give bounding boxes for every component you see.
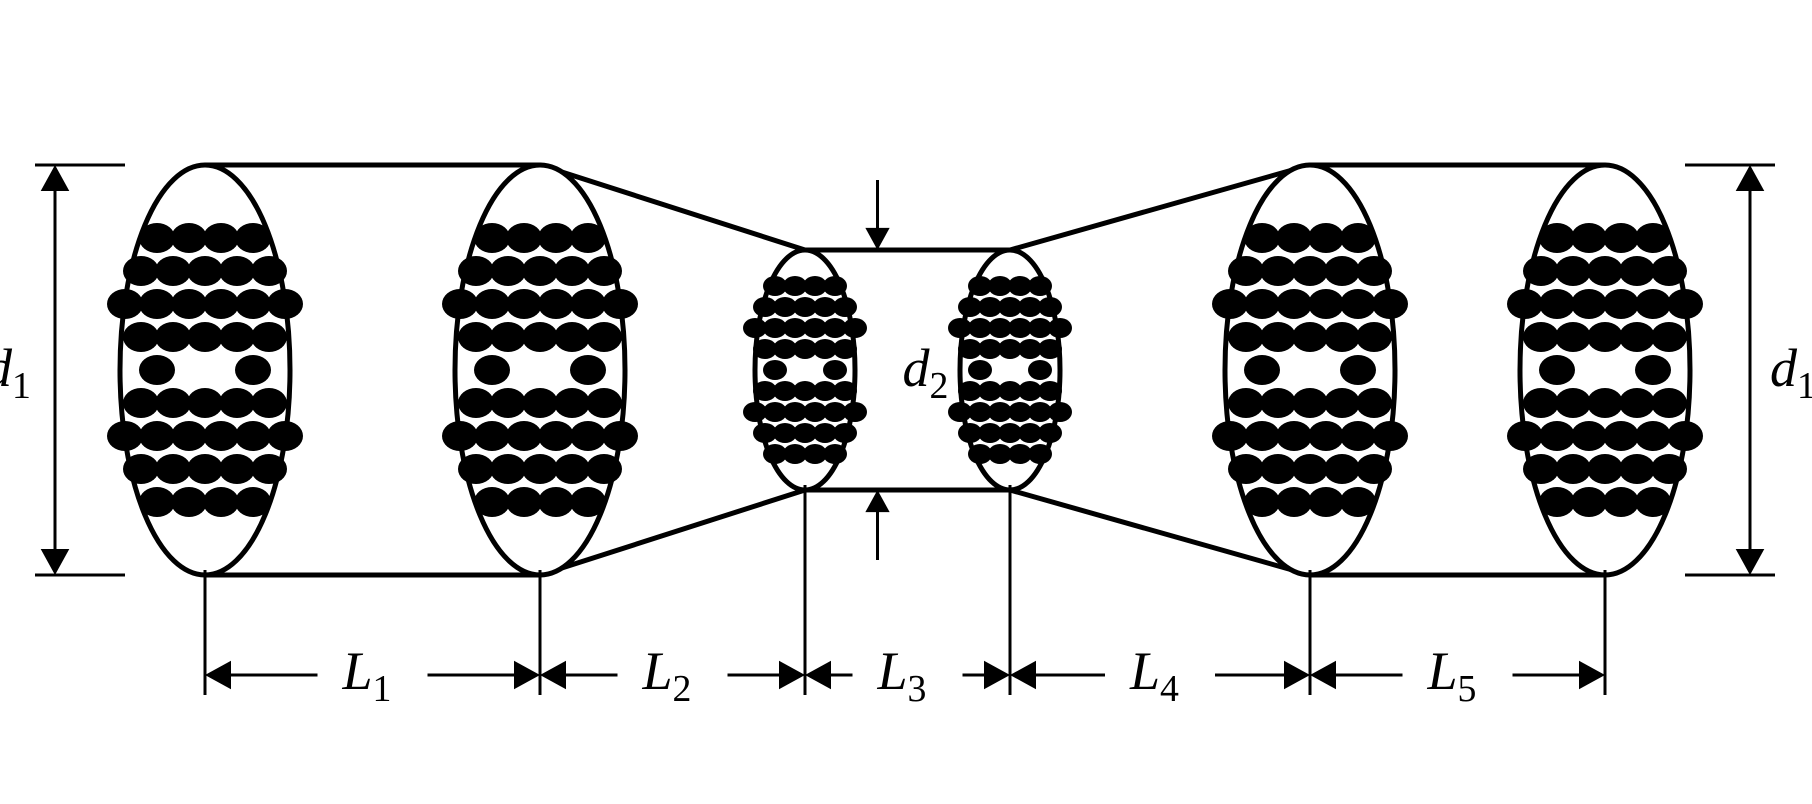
label-L4: L4 bbox=[1129, 641, 1179, 710]
label-d1-left: d1 bbox=[0, 338, 31, 407]
label-d2: d2 bbox=[903, 338, 949, 407]
label-L3: L3 bbox=[877, 641, 927, 710]
label-d1-right: d1 bbox=[1770, 338, 1812, 407]
label-L2: L2 bbox=[642, 641, 692, 710]
label-L5: L5 bbox=[1427, 641, 1477, 710]
fiber-taper-diagram: d1 d1 d2 L1 L2 L3 L4 L5 bbox=[0, 0, 1812, 804]
label-L1: L1 bbox=[342, 641, 392, 710]
